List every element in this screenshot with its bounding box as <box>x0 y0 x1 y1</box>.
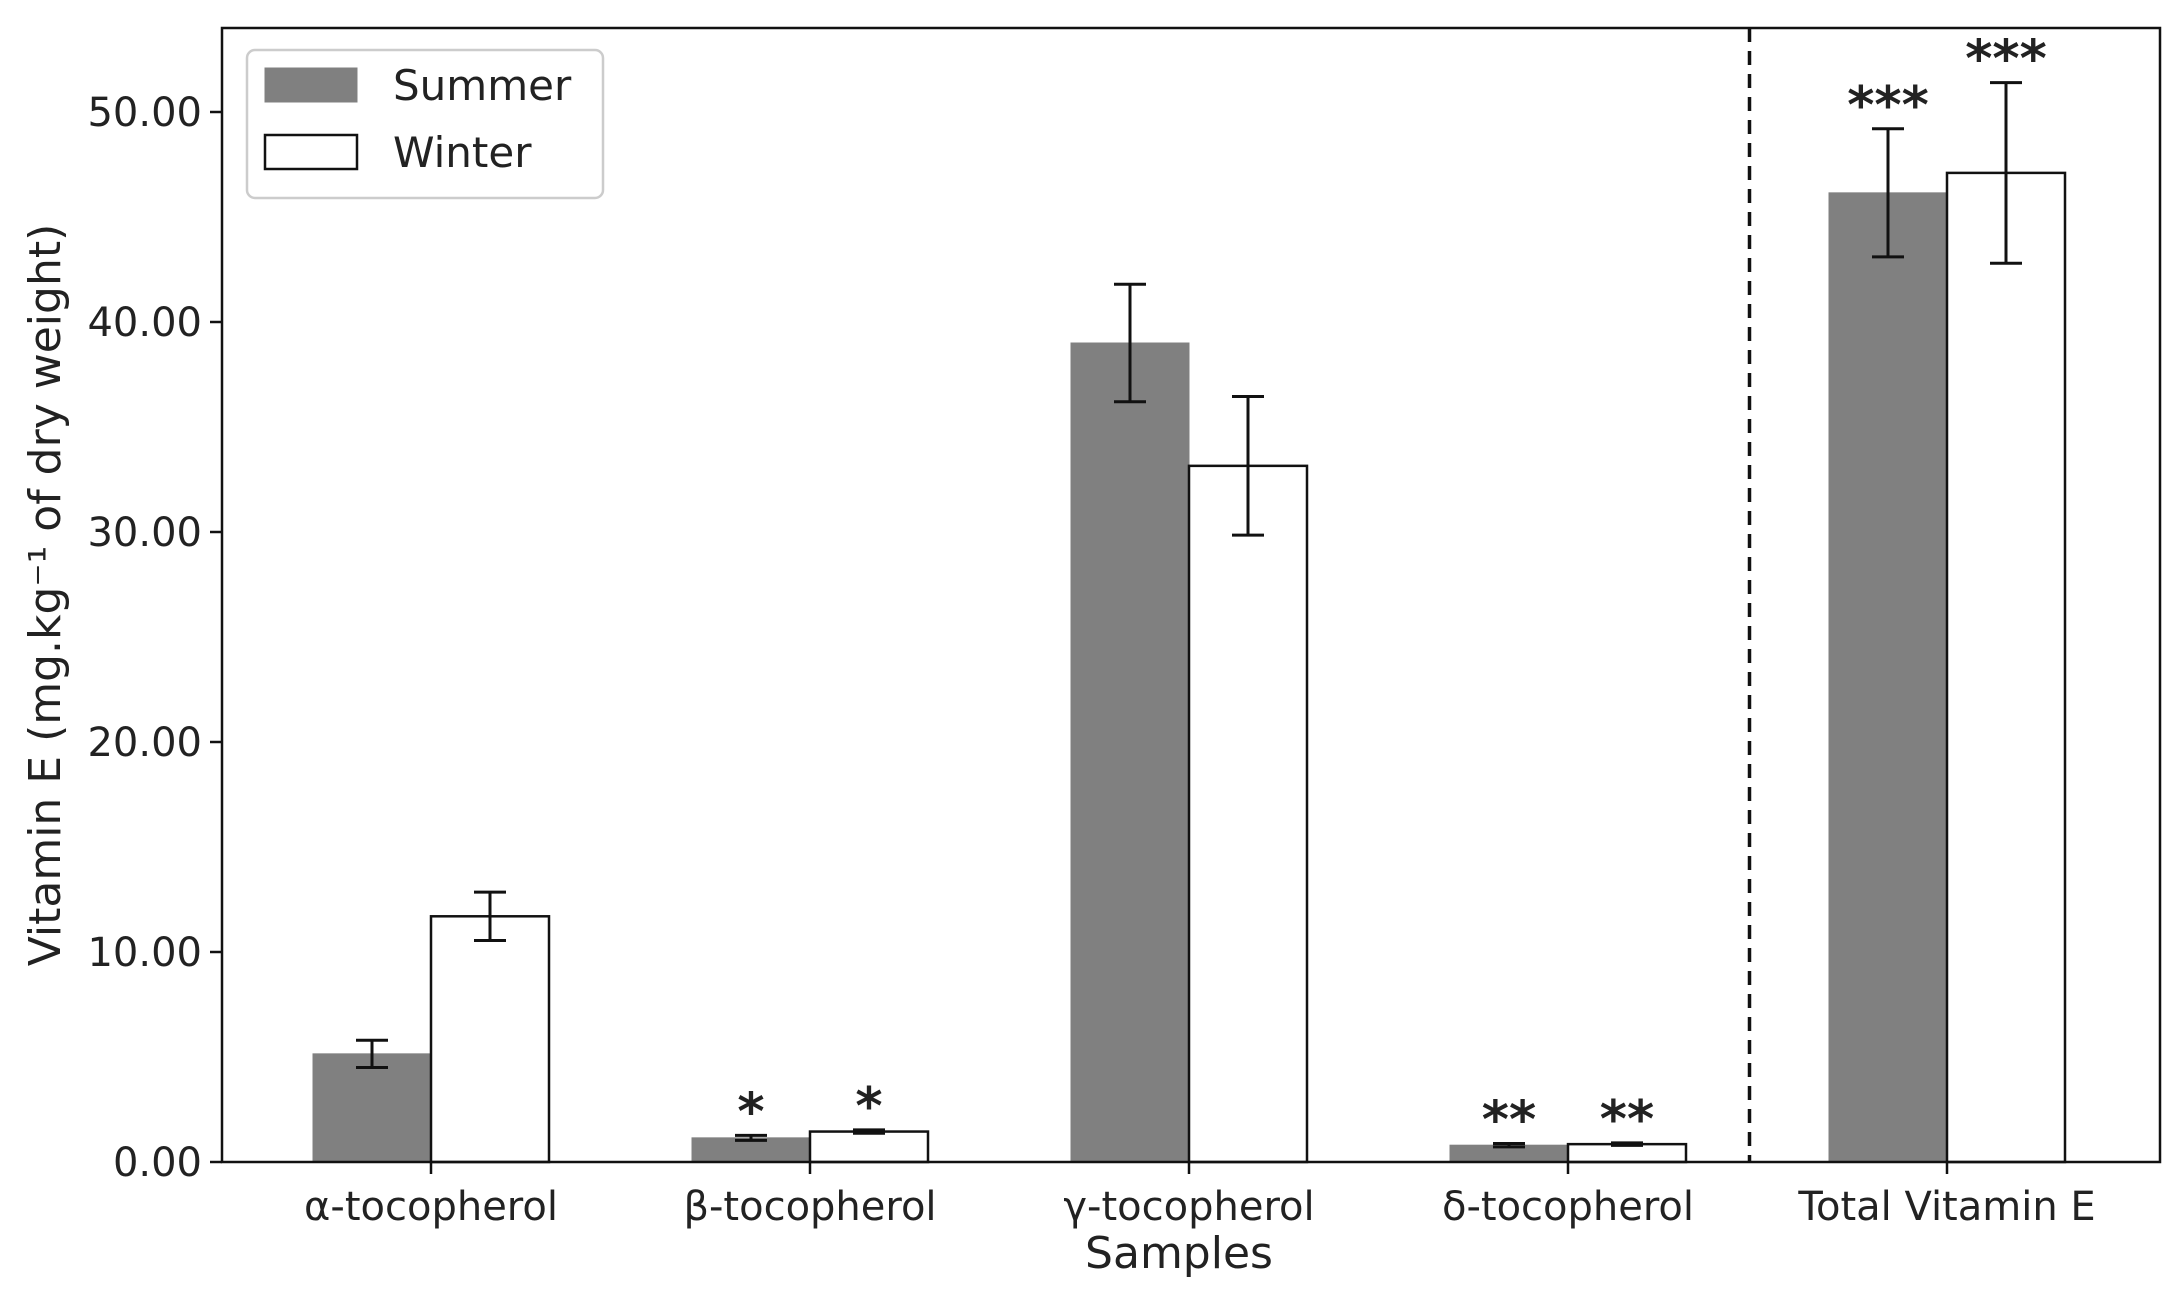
x-axis: α-tocopherol β-tocopherol γ-tocopherol δ-to… <box>304 1162 2096 1230</box>
y-tick-label: 20.00 <box>87 720 202 766</box>
significance-label: ** <box>1482 1091 1536 1151</box>
significance-label: * <box>855 1077 882 1137</box>
bar-summer-5 <box>1828 192 1948 1163</box>
x-tick-label: γ-tocopherol <box>1063 1184 1314 1230</box>
bar-summer-2 <box>691 1137 811 1163</box>
significance-label: ** <box>1600 1090 1654 1150</box>
y-axis-label: Vitamin E (mg.kg⁻¹ of dry weight) <box>20 224 71 966</box>
bars-layer <box>312 171 2067 1164</box>
error-bar-summer-3 <box>1114 282 1146 404</box>
y-tick-label: 40.00 <box>87 300 202 346</box>
bar-winter-1 <box>429 915 551 1164</box>
plot-frame <box>220 26 2162 1164</box>
error-bar-winter-3 <box>1232 395 1264 537</box>
legend-swatch-summer <box>264 67 358 103</box>
legend-swatch-winter <box>263 133 359 171</box>
error-bar-summer-2 <box>735 1133 767 1142</box>
bar-summer-3 <box>1070 342 1190 1163</box>
y-tick-label: 0.00 <box>113 1140 202 1186</box>
error-bars-layer <box>356 81 2022 1149</box>
significance-label: *** <box>1965 30 2047 90</box>
y-tick-label: 10.00 <box>87 930 202 976</box>
error-bar-winter-1 <box>474 890 506 942</box>
error-bar-winter-4 <box>1611 1141 1643 1147</box>
x-tick-label: δ-tocopherol <box>1442 1184 1694 1230</box>
significance-layer: * ****** ***** <box>737 30 2046 1151</box>
bar-winter-5 <box>1945 171 2067 1164</box>
legend-label-winter: Winter <box>393 128 532 177</box>
bar-winter-3 <box>1187 464 1309 1164</box>
legend: Summer Winter <box>245 48 605 200</box>
y-tick-label: 30.00 <box>87 510 202 556</box>
legend-label-summer: Summer <box>393 61 572 110</box>
error-bar-winter-5 <box>1990 81 2022 265</box>
significance-label: *** <box>1847 76 1929 136</box>
significance-label: * <box>737 1082 764 1142</box>
x-axis-label: Samples <box>1085 1228 1273 1279</box>
error-bar-winter-2 <box>853 1128 885 1135</box>
x-tick-label: β-tocopherol <box>683 1184 936 1230</box>
error-bar-summer-4 <box>1493 1142 1525 1149</box>
bar-summer-1 <box>312 1053 432 1163</box>
error-bar-summer-5 <box>1872 127 1904 259</box>
error-bar-summer-1 <box>356 1038 388 1069</box>
y-axis: 0.00 10.00 20.00 30.00 40.00 50.00 <box>87 90 222 1186</box>
x-tick-label: α-tocopherol <box>304 1184 558 1230</box>
x-tick-label: Total Vitamin E <box>1797 1184 2095 1230</box>
y-tick-label: 50.00 <box>87 90 202 136</box>
